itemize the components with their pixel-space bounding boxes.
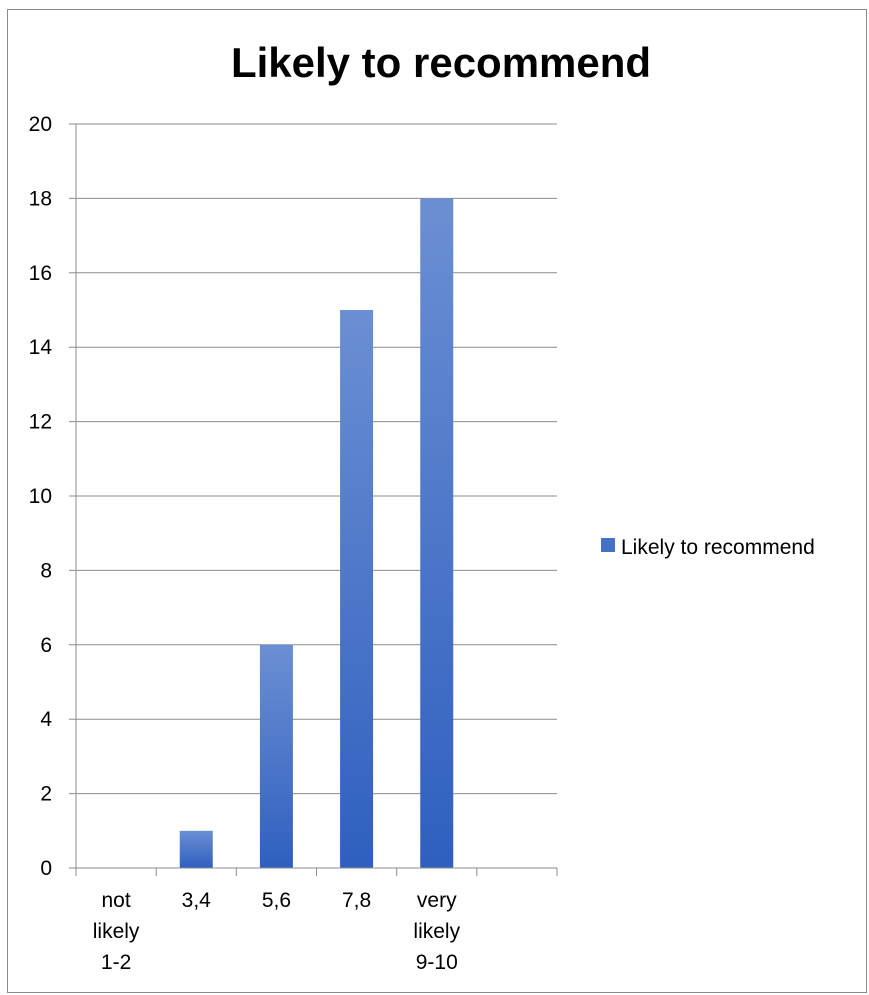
x-tick-label: not	[101, 889, 130, 912]
axes	[69, 123, 558, 876]
y-tick-label: 4	[40, 708, 52, 731]
bar	[420, 198, 454, 868]
x-tick-label: 1-2	[101, 951, 131, 974]
chart-title: Likely to recommend	[231, 39, 651, 86]
y-tick-label: 20	[29, 113, 52, 136]
legend-swatch	[601, 538, 615, 552]
x-tick-label: likely	[93, 920, 140, 943]
y-tick-label: 14	[29, 336, 53, 359]
x-tick-label: 7,8	[342, 889, 371, 912]
gridlines	[76, 123, 557, 795]
legend-label: Likely to recommend	[621, 536, 815, 559]
y-tick-label: 0	[40, 857, 52, 880]
bars	[179, 198, 454, 868]
y-tick-label: 12	[29, 411, 52, 434]
legend: Likely to recommend	[601, 536, 815, 559]
x-tick-label: likely	[413, 920, 460, 943]
x-tick-label: very	[417, 889, 457, 912]
y-tick-label: 18	[29, 187, 52, 210]
bar	[259, 644, 293, 868]
bar	[179, 830, 213, 868]
y-tick-label: 2	[40, 783, 52, 806]
x-tick-label: 3,4	[182, 889, 212, 912]
y-tick-labels: 0 2 4 6 8 10 12 14 16 18 20	[29, 113, 53, 880]
x-tick-label: 5,6	[262, 889, 291, 912]
y-tick-label: 16	[29, 262, 52, 285]
bar	[340, 310, 374, 868]
y-tick-label: 10	[29, 485, 52, 508]
y-tick-label: 6	[40, 634, 52, 657]
y-tick-label: 8	[40, 559, 52, 582]
x-tick-labels: not likely 1-2 3,4 5,6 7,8 very likely 9-10	[93, 889, 461, 974]
x-tick-label: 9-10	[416, 951, 458, 974]
